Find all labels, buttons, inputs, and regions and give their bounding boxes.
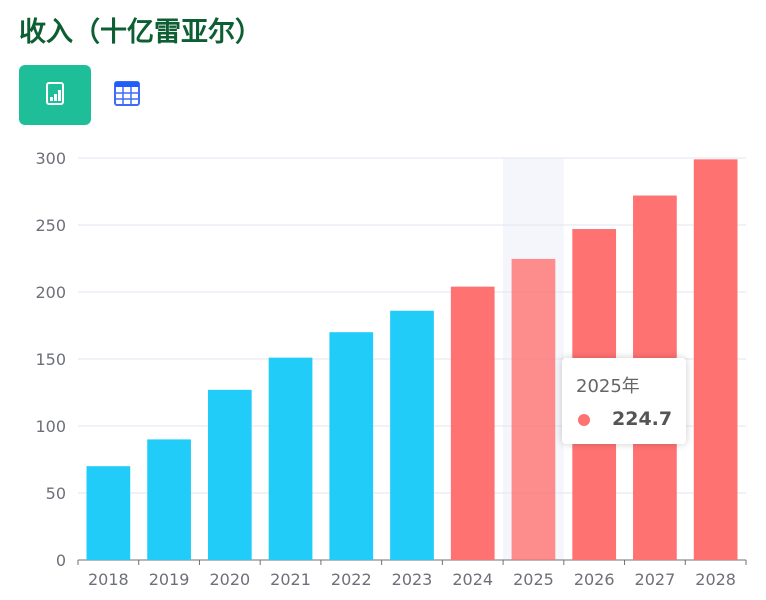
y-tick-label: 150 — [35, 350, 66, 369]
tooltip-label: 2025年 — [576, 376, 640, 397]
bar-2022[interactable] — [329, 332, 374, 560]
x-tick-label: 2018 — [88, 570, 129, 589]
table-view-button[interactable] — [104, 70, 150, 120]
x-tick-label: 2027 — [635, 570, 676, 589]
x-tick-label: 2019 — [149, 570, 190, 589]
y-tick-label: 100 — [35, 417, 66, 436]
tooltip: 2025年 224.7 — [562, 358, 686, 444]
bar-2028[interactable] — [693, 159, 738, 560]
bar-2025[interactable] — [511, 258, 556, 560]
y-tick-label: 300 — [35, 149, 66, 168]
bar-2023[interactable] — [390, 310, 434, 560]
bar-2024[interactable] — [450, 286, 495, 560]
x-tick-label: 2021 — [270, 570, 311, 589]
page-title: 收入（十亿雷亚尔） — [19, 17, 262, 48]
x-tick-label: 2023 — [392, 570, 433, 589]
bar-2018[interactable] — [86, 466, 131, 560]
x-tick-label: 2024 — [452, 570, 493, 589]
x-tick-label: 2025 — [513, 570, 554, 589]
tooltip-marker — [578, 414, 590, 426]
table-icon — [114, 81, 140, 106]
bar-2020[interactable] — [207, 389, 252, 560]
x-tick-label: 2020 — [209, 570, 250, 589]
bar-chart-icon — [46, 82, 64, 105]
x-tick-label: 2022 — [331, 570, 372, 589]
y-tick-label: 0 — [56, 551, 66, 570]
chart-view-button[interactable] — [19, 65, 91, 125]
x-tick-label: 2026 — [574, 570, 615, 589]
y-tick-label: 250 — [35, 216, 66, 235]
bar-2021[interactable] — [268, 357, 313, 560]
y-tick-label: 50 — [46, 484, 66, 503]
tooltip-value: 224.7 — [612, 408, 673, 430]
y-tick-label: 200 — [35, 283, 66, 302]
bar-2019[interactable] — [147, 439, 191, 560]
x-tick-label: 2028 — [695, 570, 736, 589]
